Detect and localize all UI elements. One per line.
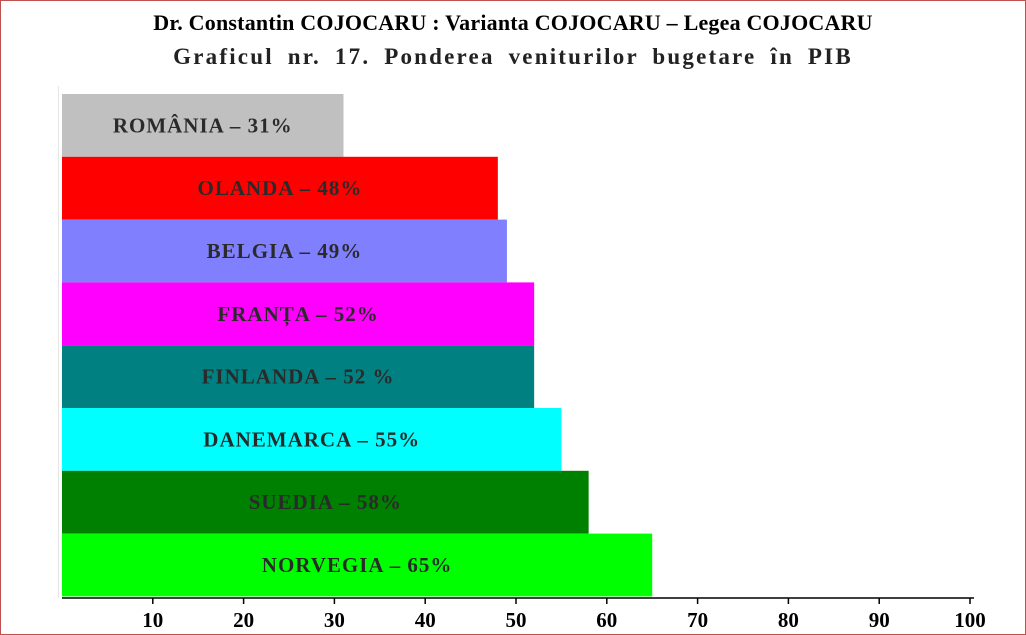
x-tick-label: 100 [954, 608, 986, 632]
x-tick-label: 50 [506, 608, 527, 632]
bar [62, 533, 653, 597]
bar [62, 470, 589, 534]
page-header: Dr. Constantin COJOCARU : Varianta COJOC… [153, 10, 873, 35]
x-tick-label: 40 [415, 608, 436, 632]
bar-label: BELGIA – 49% [207, 239, 363, 263]
chart-title: Graficul nr. 17. Ponderea veniturilor bu… [173, 44, 853, 69]
bar [62, 219, 507, 283]
bar [62, 282, 535, 346]
x-tick-label: 10 [142, 608, 163, 632]
x-tick-label: 90 [869, 608, 890, 632]
bar-label: FINLANDA – 52 % [202, 365, 395, 389]
bar-label: NORVEGIA – 65% [262, 553, 453, 577]
bar-label: DANEMARCA – 55% [203, 427, 420, 451]
bar-label: ROMÂNIA – 31% [113, 113, 293, 137]
bar-label: SUEDIA – 58% [249, 490, 402, 514]
x-tick-label: 20 [233, 608, 254, 632]
bar [62, 156, 498, 220]
x-tick-label: 60 [596, 608, 617, 632]
x-tick-label: 70 [687, 608, 708, 632]
bar [62, 345, 535, 408]
bar [62, 94, 344, 157]
bar-label: OLANDA – 48% [197, 176, 362, 200]
bar-label: FRANȚA – 52% [217, 302, 378, 327]
x-tick-label: 30 [324, 608, 345, 632]
bar [62, 408, 562, 471]
x-tick-label: 80 [778, 608, 799, 632]
